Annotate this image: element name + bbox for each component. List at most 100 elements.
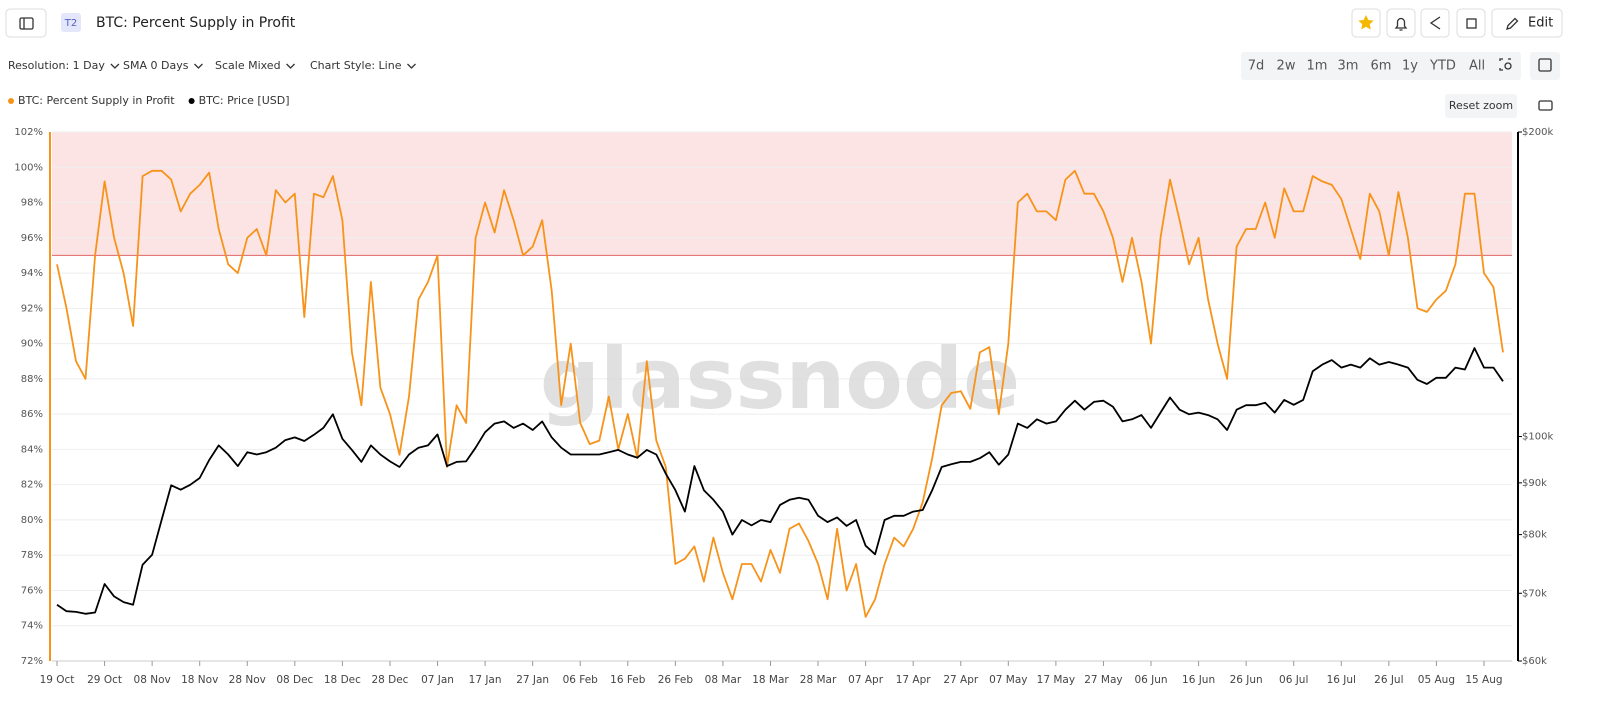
dropdown[interactable]: Scale Mixed — [215, 59, 281, 72]
dropdown[interactable]: Chart Style: Line — [310, 59, 402, 72]
series-line — [56, 169, 1504, 618]
y2-tick-label: $100k — [1522, 432, 1553, 443]
x-tick-label: 26 Jul — [1374, 674, 1403, 686]
edit-button[interactable] — [1491, 8, 1563, 38]
x-tick-label: 16 Feb — [610, 674, 646, 686]
y-tick-label: 74% — [21, 621, 43, 632]
share-icon — [1429, 16, 1441, 30]
reset-zoom-button[interactable] — [1445, 94, 1517, 118]
y-tick-label: 72% — [21, 656, 43, 667]
x-tick-label: 29 Oct — [87, 674, 122, 686]
y2-tick-label: $70k — [1522, 588, 1547, 599]
copy-button[interactable] — [1456, 8, 1486, 38]
dropdown[interactable]: SMA 0 Days — [123, 59, 189, 72]
x-tick-label: 17 Jan — [469, 674, 502, 686]
x-tick-label: 06 Jul — [1279, 674, 1308, 686]
sidebar-button[interactable] — [5, 8, 47, 38]
x-tick-label: 07 Apr — [848, 674, 884, 686]
y-tick-label: 78% — [21, 550, 43, 561]
badge-bg — [61, 13, 81, 32]
legend-dot — [8, 98, 14, 104]
x-tick-label: 15 Aug — [1465, 674, 1502, 686]
x-tick-label: 17 Apr — [896, 674, 932, 686]
x-tick-label: 18 Mar — [752, 674, 789, 686]
calendar-button[interactable] — [1530, 52, 1560, 80]
x-tick-label: 26 Jun — [1230, 674, 1263, 686]
chevron — [193, 63, 203, 69]
series-line — [56, 347, 1504, 615]
x-tick-label: 05 Aug — [1418, 674, 1455, 686]
chevron — [407, 63, 416, 69]
y2-tick-label: $200k — [1522, 127, 1553, 138]
x-tick-label: 17 May — [1037, 674, 1075, 686]
x-tick-label: 19 Oct — [40, 674, 75, 686]
legend-entry[interactable]: BTC: Percent Supply in Profit — [18, 94, 175, 107]
x-tick-label: 07 Jan — [421, 674, 454, 686]
x-tick-label: 06 Feb — [563, 674, 599, 686]
badge: T2 — [64, 18, 77, 29]
x-tick-label: 28 Dec — [371, 674, 408, 686]
y2-tick-label: $90k — [1522, 478, 1547, 489]
chevron — [110, 63, 120, 69]
y-tick-label: 102% — [14, 127, 43, 138]
range-button[interactable]: All — [1469, 59, 1485, 74]
x-tick-label: 18 Nov — [181, 674, 218, 686]
x-tick-label: 27 Apr — [943, 674, 979, 686]
bell-icon — [1394, 17, 1408, 31]
edit-label: Edit — [1528, 16, 1553, 31]
zoom-select-icon — [1499, 58, 1511, 71]
x-tick-label: 06 Jun — [1134, 674, 1167, 686]
x-tick-label: 26 Feb — [658, 674, 694, 686]
y-tick-label: 100% — [14, 162, 43, 173]
copy-icon — [1466, 18, 1477, 29]
x-tick-label: 08 Dec — [276, 674, 313, 686]
page-title: BTC: Percent Supply in Profit — [96, 15, 296, 31]
camera-icon[interactable] — [1538, 100, 1553, 111]
range-button[interactable]: 7d — [1248, 59, 1265, 74]
legend-entry[interactable]: BTC: Price [USD] — [199, 94, 290, 107]
x-tick-label: 28 Nov — [229, 674, 266, 686]
range-button[interactable]: 2w — [1277, 59, 1296, 74]
y-tick-label: 90% — [21, 339, 43, 350]
sidebar-icon — [19, 17, 34, 30]
y-tick-label: 94% — [21, 268, 43, 279]
y2-tick-label: $80k — [1522, 530, 1547, 541]
calendar-icon — [1538, 58, 1552, 72]
range-button[interactable]: 6m — [1371, 59, 1392, 74]
y-tick-label: 96% — [21, 233, 43, 244]
zoom-select-lens — [1504, 62, 1512, 70]
y-tick-label: 82% — [21, 480, 43, 491]
chevron — [286, 63, 296, 69]
legend-dot — [188, 98, 195, 104]
star-icon — [1358, 15, 1374, 30]
reset-zoom-label: Reset zoom — [1449, 99, 1513, 112]
range-button[interactable]: YTD — [1429, 59, 1456, 74]
y-tick-label: 92% — [21, 303, 43, 314]
x-tick-label: 08 Nov — [134, 674, 171, 686]
y-tick-label: 76% — [21, 585, 43, 596]
dropdown[interactable]: Resolution: 1 Day — [8, 59, 105, 72]
range-group — [1241, 52, 1521, 80]
edit-icon — [1506, 17, 1519, 30]
y-tick-label: 98% — [21, 198, 43, 209]
y-tick-label: 86% — [21, 409, 43, 420]
y-tick-label: 88% — [21, 374, 43, 385]
x-tick-label: 18 Dec — [324, 674, 361, 686]
y2-tick-label: $60k — [1522, 656, 1547, 667]
x-tick-label: 07 May — [989, 674, 1027, 686]
y-tick-label: 80% — [21, 515, 43, 526]
range-button[interactable]: 1m — [1307, 59, 1328, 74]
x-tick-label: 08 Mar — [705, 674, 742, 686]
range-button[interactable]: 3m — [1338, 59, 1359, 74]
y-tick-label: 84% — [21, 444, 43, 455]
x-tick-label: 27 May — [1084, 674, 1122, 686]
x-tick-label: 16 Jul — [1327, 674, 1356, 686]
alert-button[interactable] — [1386, 8, 1416, 38]
x-tick-label: 28 Mar — [800, 674, 837, 686]
x-tick-label: 27 Jan — [516, 674, 549, 686]
range-button[interactable]: 1y — [1402, 59, 1418, 74]
x-tick-label: 16 Jun — [1182, 674, 1215, 686]
share-button[interactable] — [1420, 8, 1450, 38]
